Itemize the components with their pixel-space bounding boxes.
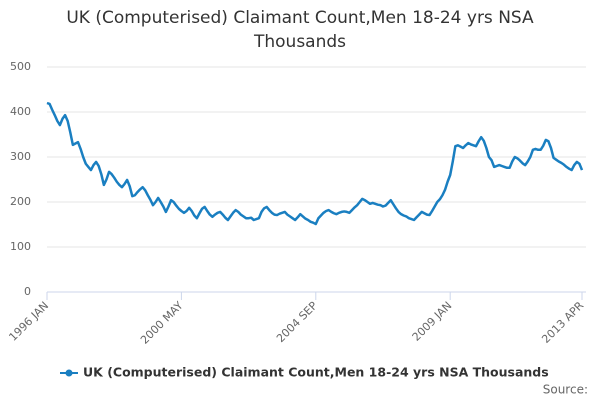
- y-tick-label: 200: [10, 195, 31, 208]
- x-tick-label: 2004 SEP: [274, 299, 320, 345]
- x-tick-label: 2000 MAY: [138, 299, 186, 347]
- y-tick-label: 100: [10, 240, 31, 253]
- y-tick-label: 300: [10, 150, 31, 163]
- legend-label: UK (Computerised) Claimant Count,Men 18-…: [83, 365, 549, 380]
- x-tick-label: 1996 JAN: [6, 299, 51, 344]
- y-tick-label: 0: [24, 285, 31, 298]
- y-tick-label: 400: [10, 105, 31, 118]
- chart-title: UK (Computerised) Claimant Count,Men 18-…: [66, 8, 534, 52]
- y-tick-label: 500: [10, 60, 31, 73]
- x-tick-label: 2009 JAN: [410, 299, 455, 344]
- x-tick-label: 2013 APR: [539, 299, 586, 346]
- data-line: [46, 101, 584, 226]
- source-label: Source:: [543, 383, 588, 397]
- legend-marker: [65, 369, 73, 377]
